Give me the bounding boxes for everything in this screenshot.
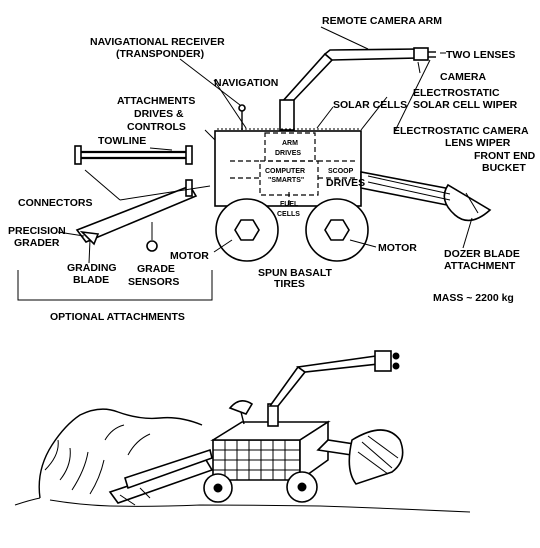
front-bucket [360,171,492,222]
illustration-dish [228,400,254,425]
label-front-bucket-1: FRONT END [474,150,536,162]
label-nav-receiver: NAVIGATIONAL RECEIVER [90,36,225,48]
label-fuel-2: CELLS [277,211,300,218]
label-attachments: ATTACHMENTS [117,95,195,107]
leader-lines [57,26,479,264]
label-tires-1: SPUN BASALT [258,267,332,279]
label-drives: DRIVES & [134,108,184,120]
label-towline: TOWLINE [98,135,146,147]
illustration-body [210,420,331,482]
label-arm-drives-2: DRIVES [275,150,301,157]
illustration-wheel-right [286,471,318,503]
label-computer-2: "SMARTS" [268,177,304,184]
top-labels: REMOTE CAMERA ARM NAVIGATIONAL RECEIVER … [8,15,536,323]
illustration-arm [267,350,400,427]
label-grading: GRADING [67,262,117,274]
label-controls: CONTROLS [127,121,186,133]
label-precision: PRECISION [8,225,66,237]
label-arm-drives-1: ARM [282,140,298,147]
label-fuel-1: FUEL [280,201,299,208]
label-dozer-2: ATTACHMENT [444,260,516,272]
label-optional: OPTIONAL ATTACHMENTS [50,311,185,323]
label-blade: BLADE [73,274,109,286]
label-nav-receiver-sub: (TRANSPONDER) [116,48,204,60]
label-motor-right: MOTOR [378,242,417,254]
label-solar-wiper-2: SOLAR CELL WIPER [413,99,518,111]
label-two-lenses: TWO LENSES [446,49,515,61]
precision-grader [75,179,198,252]
label-grade: GRADE [137,263,175,275]
wheel-right [305,198,369,262]
label-solar-cells: SOLAR CELLS [333,99,407,111]
label-sensors: SENSORS [128,276,179,288]
label-grader: GRADER [14,237,60,249]
towed-grader [108,448,214,506]
camera-arm [279,47,436,131]
label-lens-wiper-1: ELECTROSTATIC CAMERA [393,125,529,137]
label-connectors: CONNECTORS [18,197,92,209]
label-remote-camera-arm: REMOTE CAMERA ARM [322,15,442,27]
label-computer-1: COMPUTER [265,168,305,175]
rover-illustration [14,350,471,513]
label-scoop-2: DRIVES [326,177,365,189]
label-motor-left: MOTOR [170,250,209,262]
navigation-receiver [238,104,246,130]
label-lens-wiper-2: LENS WIPER [445,137,511,149]
towline [74,145,193,165]
rover-body [214,128,362,207]
optional-bracket [17,270,213,301]
illustration-wheel-left [203,473,233,503]
rover-schematic [17,26,492,301]
label-solar-wiper-1: ELECTROSTATIC [413,87,500,99]
label-scoop-1: SCOOP [328,168,354,175]
label-navigation: NAVIGATION [214,77,278,89]
label-dozer-1: DOZER BLADE [444,248,520,260]
label-front-bucket-2: BUCKET [482,162,526,174]
illustration-scoop [316,429,404,485]
wheel-left [215,198,279,262]
label-tires-2: TIRES [274,278,305,290]
label-mass: MASS ~ 2200 kg [433,292,514,304]
label-camera: CAMERA [440,71,486,83]
terrain [14,408,471,513]
